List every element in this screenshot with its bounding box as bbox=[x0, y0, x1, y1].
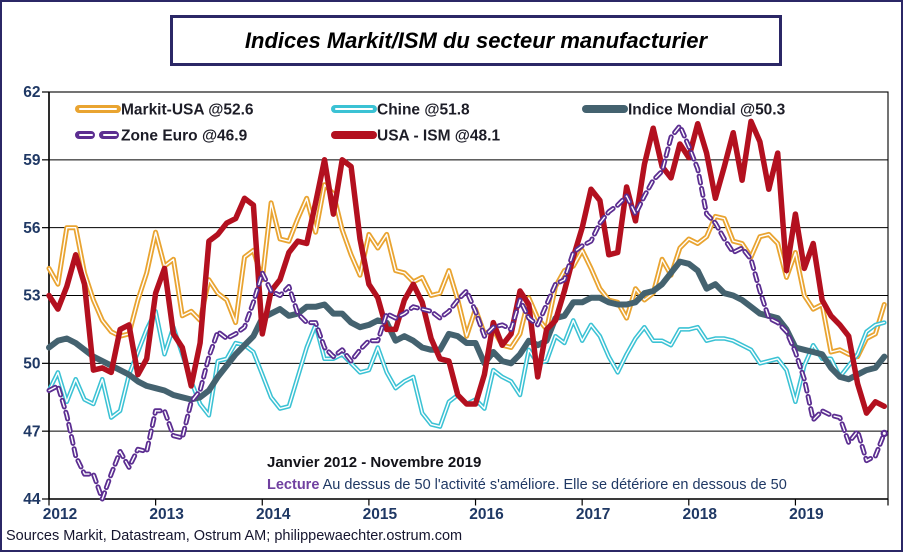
x-axis-label: 2018 bbox=[683, 506, 718, 523]
lecture-text: Au dessus de 50 l'activité s'améliore. E… bbox=[319, 477, 787, 493]
lecture-label: Lecture bbox=[267, 477, 320, 493]
x-axis-label: 2017 bbox=[576, 506, 610, 523]
legend-label-2: Indice Mondial @50.3 bbox=[628, 102, 786, 119]
legend-label-1: Chine @51.8 bbox=[377, 102, 470, 119]
x-axis-label: 2013 bbox=[149, 506, 184, 523]
y-axis-label: 44 bbox=[23, 491, 41, 508]
x-axis-label: 2019 bbox=[789, 506, 824, 523]
series-line-core-4 bbox=[48, 125, 885, 500]
legend-label-4: Zone Euro @46.9 bbox=[121, 128, 248, 145]
x-axis-label: 2016 bbox=[469, 506, 504, 523]
legend-label-0: Markit-USA @52.6 bbox=[121, 102, 254, 119]
y-axis-label: 50 bbox=[23, 356, 40, 373]
y-axis-label: 59 bbox=[23, 152, 41, 169]
legend-label-3: USA - ISM @48.1 bbox=[377, 128, 500, 145]
y-axis-label: 47 bbox=[23, 423, 40, 440]
x-axis-label: 2015 bbox=[363, 506, 398, 523]
x-axis-label: 2014 bbox=[256, 506, 291, 523]
lecture-annotation: Lecture Au dessus de 50 l'activité s'amé… bbox=[267, 477, 787, 493]
series-line-2 bbox=[46, 258, 888, 403]
y-axis-label: 56 bbox=[23, 220, 41, 237]
y-axis-label: 62 bbox=[23, 84, 40, 101]
chart-title-box: Indices Markit/ISM du secteur manufactur… bbox=[170, 15, 782, 66]
series-line-3 bbox=[46, 118, 888, 416]
series-end-dot-4 bbox=[880, 429, 888, 438]
series-line-core-0 bbox=[48, 183, 885, 358]
y-axis-label: 53 bbox=[23, 288, 41, 305]
source-line: Sources Markit, Datastream, Ostrum AM; p… bbox=[6, 528, 463, 544]
period-annotation: Janvier 2012 - Novembre 2019 bbox=[267, 454, 482, 471]
x-axis-label: 2012 bbox=[43, 506, 77, 523]
chart-title: Indices Markit/ISM du secteur manufactur… bbox=[244, 27, 708, 53]
